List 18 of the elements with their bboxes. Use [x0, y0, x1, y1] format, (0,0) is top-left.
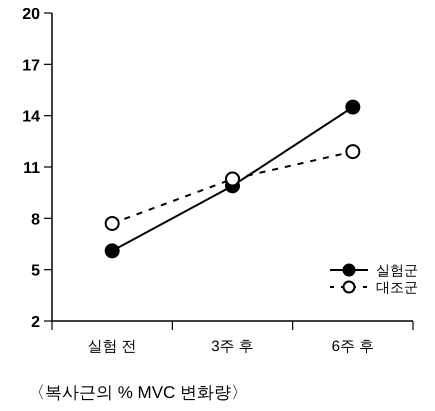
legend-label: 대조군: [376, 279, 418, 295]
y-tick-label: 8: [31, 211, 40, 228]
legend-label: 실험군: [376, 262, 418, 278]
y-tick-label: 20: [22, 6, 40, 23]
point: [345, 100, 360, 115]
text: 〈복사근의 % MVC 변화량〉: [28, 383, 248, 402]
x-tick-label: 실험 전: [88, 338, 137, 355]
point: [104, 216, 120, 231]
x-tick-label: 6주 후: [332, 338, 374, 355]
y-tick-label: 17: [22, 57, 40, 74]
y-tick-label: 5: [31, 262, 40, 280]
y-tick-label: 11: [23, 160, 40, 177]
x-tick-label: 3주 후: [211, 338, 254, 355]
y-tick-label: 2: [31, 314, 40, 331]
point: [104, 243, 120, 258]
point: [225, 171, 240, 186]
y-tick-label: 14: [22, 108, 40, 126]
point: [345, 144, 360, 160]
